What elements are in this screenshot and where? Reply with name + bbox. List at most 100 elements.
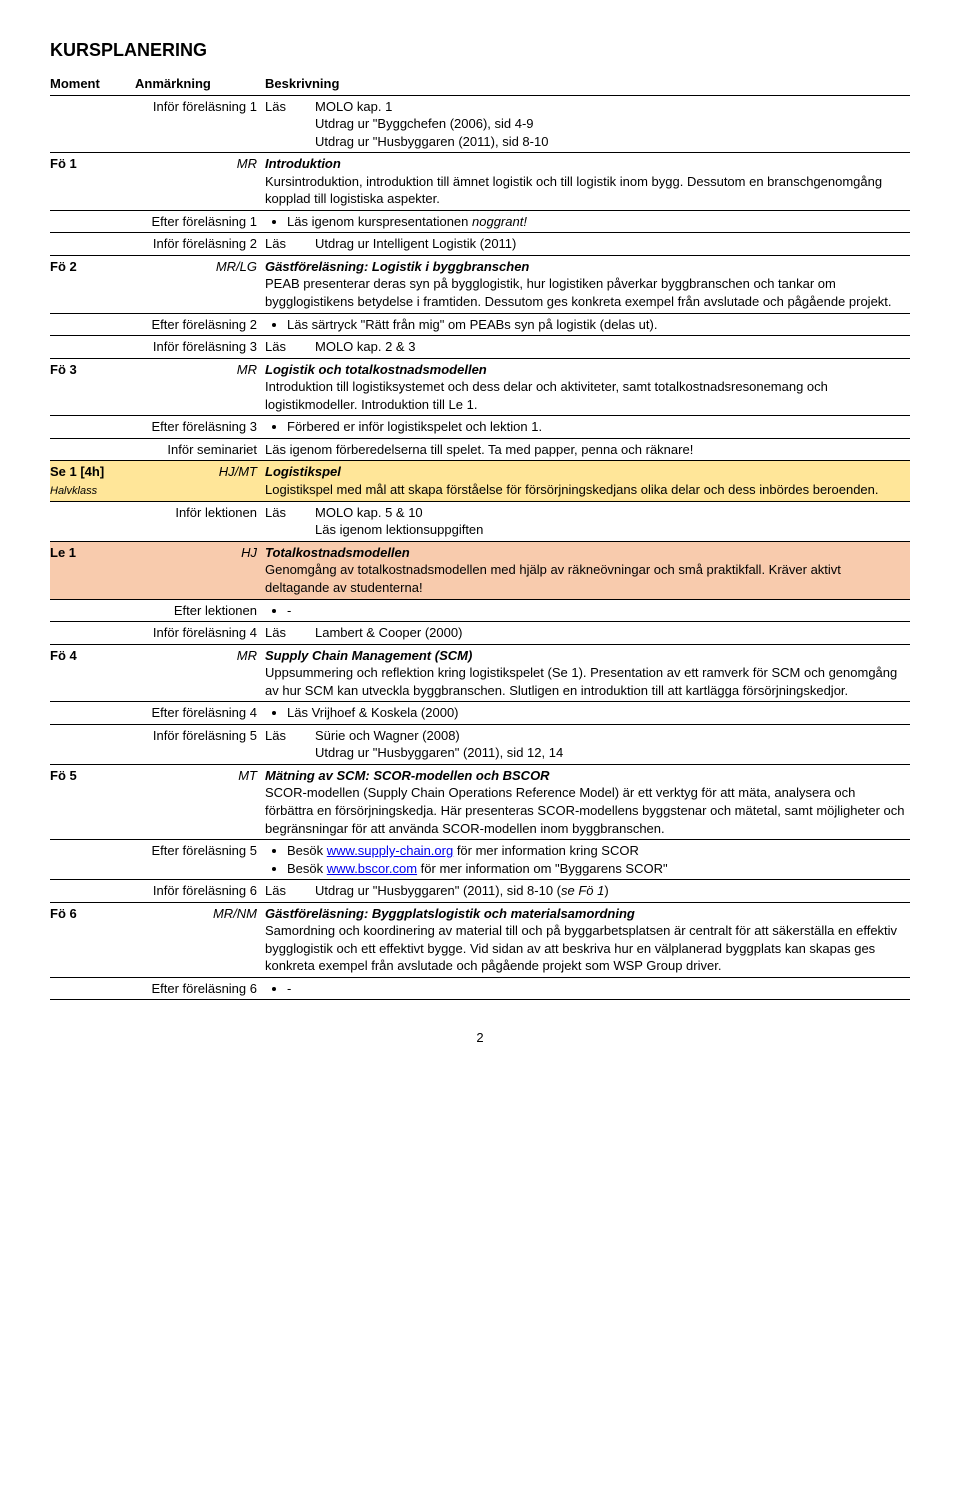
- cell-moment: [50, 210, 135, 233]
- cell-desc: Utdrag ur "Husbyggaren" (2011), sid 8-10…: [315, 880, 910, 903]
- cell-desc: Gästföreläsning: Logistik i byggbransche…: [265, 255, 910, 313]
- cell-moment: [50, 977, 135, 1000]
- hdr-moment: Moment: [50, 73, 135, 95]
- table-row: Efter föreläsning 4Läs Vrijhoef & Koskel…: [50, 702, 910, 725]
- table-row: Inför föreläsning 1LäsMOLO kap. 1Utdrag …: [50, 95, 910, 153]
- hdr-anm: Anmärkning: [135, 73, 265, 95]
- table-row: Fö 6MR/NMGästföreläsning: Byggplatslogis…: [50, 902, 910, 977]
- page-number: 2: [50, 1030, 910, 1045]
- cell-las: Läs: [265, 622, 315, 645]
- cell-anm: HJ/MT: [135, 461, 265, 501]
- table-row: Inför föreläsning 4LäsLambert & Cooper (…: [50, 622, 910, 645]
- cell-desc: Läs Vrijhoef & Koskela (2000): [265, 702, 910, 725]
- cell-desc: MOLO kap. 2 & 3: [315, 336, 910, 359]
- table-row: Fö 2MR/LGGästföreläsning: Logistik i byg…: [50, 255, 910, 313]
- cell-desc: Läs särtryck "Rätt från mig" om PEABs sy…: [265, 313, 910, 336]
- table-row: Le 1HJTotalkostnadsmodellenGenomgång av …: [50, 541, 910, 599]
- plan-table: Moment Anmärkning Beskrivning Inför före…: [50, 73, 910, 1000]
- cell-anm: Inför föreläsning 4: [135, 622, 265, 645]
- table-row: Efter lektionen-: [50, 599, 910, 622]
- table-row: Inför föreläsning 6LäsUtdrag ur "Husbygg…: [50, 880, 910, 903]
- cell-anm: HJ: [135, 541, 265, 599]
- cell-las: Läs: [265, 336, 315, 359]
- cell-desc: Besök www.supply-chain.org för mer infor…: [265, 840, 910, 880]
- cell-desc: Sürie och Wagner (2008)Utdrag ur "Husbyg…: [315, 724, 910, 764]
- cell-anm: Efter föreläsning 2: [135, 313, 265, 336]
- table-row: Fö 4MRSupply Chain Management (SCM)Uppsu…: [50, 644, 910, 702]
- page-title: KURSPLANERING: [50, 40, 910, 61]
- cell-moment: [50, 233, 135, 256]
- cell-anm: MR: [135, 153, 265, 211]
- cell-moment: Fö 2: [50, 255, 135, 313]
- table-row: Se 1 [4h]HalvklassHJ/MTLogistikspelLogis…: [50, 461, 910, 501]
- cell-moment: [50, 416, 135, 439]
- cell-moment: [50, 622, 135, 645]
- cell-desc: IntroduktionKursintroduktion, introdukti…: [265, 153, 910, 211]
- cell-desc: Gästföreläsning: Byggplatslogistik och m…: [265, 902, 910, 977]
- cell-anm: Efter föreläsning 1: [135, 210, 265, 233]
- cell-moment: [50, 313, 135, 336]
- table-row: Efter föreläsning 5Besök www.supply-chai…: [50, 840, 910, 880]
- cell-anm: MR: [135, 358, 265, 416]
- cell-moment: Fö 5: [50, 764, 135, 839]
- cell-desc: LogistikspelLogistikspel med mål att ska…: [265, 461, 910, 501]
- cell-moment: Fö 3: [50, 358, 135, 416]
- cell-anm: Inför föreläsning 3: [135, 336, 265, 359]
- cell-anm: MR/LG: [135, 255, 265, 313]
- cell-moment: [50, 724, 135, 764]
- cell-moment: [50, 840, 135, 880]
- cell-anm: Efter föreläsning 6: [135, 977, 265, 1000]
- cell-desc: Utdrag ur Intelligent Logistik (2011): [315, 233, 910, 256]
- table-row: Inför seminarietLäs igenom förberedelser…: [50, 438, 910, 461]
- cell-desc: TotalkostnadsmodellenGenomgång av totalk…: [265, 541, 910, 599]
- cell-desc: Supply Chain Management (SCM)Uppsummerin…: [265, 644, 910, 702]
- cell-las: Läs: [265, 724, 315, 764]
- cell-anm: Inför lektionen: [135, 501, 265, 541]
- cell-desc: Mätning av SCM: SCOR-modellen och BSCORS…: [265, 764, 910, 839]
- cell-anm: MR: [135, 644, 265, 702]
- table-header-row: Moment Anmärkning Beskrivning: [50, 73, 910, 95]
- cell-anm: Inför föreläsning 6: [135, 880, 265, 903]
- cell-moment: Fö 6: [50, 902, 135, 977]
- cell-desc: Läs igenom kurspresentationen noggrant!: [265, 210, 910, 233]
- table-row: Inför föreläsning 2LäsUtdrag ur Intellig…: [50, 233, 910, 256]
- cell-anm: Inför föreläsning 2: [135, 233, 265, 256]
- cell-anm: Inför seminariet: [135, 438, 265, 461]
- cell-moment: [50, 336, 135, 359]
- cell-anm: Efter lektionen: [135, 599, 265, 622]
- cell-desc: Förbered er inför logistikspelet och lek…: [265, 416, 910, 439]
- cell-desc: Läs igenom förberedelserna till spelet. …: [265, 438, 910, 461]
- cell-desc: MOLO kap. 5 & 10Läs igenom lektionsuppgi…: [315, 501, 910, 541]
- cell-desc: Logistik och totalkostnadsmodellenIntrod…: [265, 358, 910, 416]
- table-row: Fö 1MRIntroduktionKursintroduktion, intr…: [50, 153, 910, 211]
- table-row: Inför föreläsning 5LäsSürie och Wagner (…: [50, 724, 910, 764]
- cell-moment: Le 1: [50, 541, 135, 599]
- table-row: Fö 5MTMätning av SCM: SCOR-modellen och …: [50, 764, 910, 839]
- cell-desc: Lambert & Cooper (2000): [315, 622, 910, 645]
- cell-las: Läs: [265, 95, 315, 153]
- table-row: Fö 3MRLogistik och totalkostnadsmodellen…: [50, 358, 910, 416]
- cell-anm: Efter föreläsning 3: [135, 416, 265, 439]
- cell-las: Läs: [265, 501, 315, 541]
- cell-moment: [50, 438, 135, 461]
- cell-las: Läs: [265, 233, 315, 256]
- cell-moment: [50, 702, 135, 725]
- cell-anm: Inför föreläsning 1: [135, 95, 265, 153]
- cell-moment: [50, 95, 135, 153]
- table-row: Efter föreläsning 3Förbered er inför log…: [50, 416, 910, 439]
- cell-anm: MR/NM: [135, 902, 265, 977]
- table-row: Efter föreläsning 6-: [50, 977, 910, 1000]
- cell-moment: Se 1 [4h]Halvklass: [50, 461, 135, 501]
- cell-anm: Efter föreläsning 4: [135, 702, 265, 725]
- cell-moment: Fö 1: [50, 153, 135, 211]
- hdr-besk: Beskrivning: [265, 73, 910, 95]
- cell-moment: [50, 880, 135, 903]
- cell-desc: MOLO kap. 1Utdrag ur "Byggchefen (2006),…: [315, 95, 910, 153]
- cell-desc: -: [265, 599, 910, 622]
- table-row: Inför föreläsning 3LäsMOLO kap. 2 & 3: [50, 336, 910, 359]
- table-row: Efter föreläsning 2Läs särtryck "Rätt fr…: [50, 313, 910, 336]
- table-row: Inför lektionenLäsMOLO kap. 5 & 10Läs ig…: [50, 501, 910, 541]
- table-row: Efter föreläsning 1Läs igenom kurspresen…: [50, 210, 910, 233]
- cell-anm: Efter föreläsning 5: [135, 840, 265, 880]
- cell-desc: -: [265, 977, 910, 1000]
